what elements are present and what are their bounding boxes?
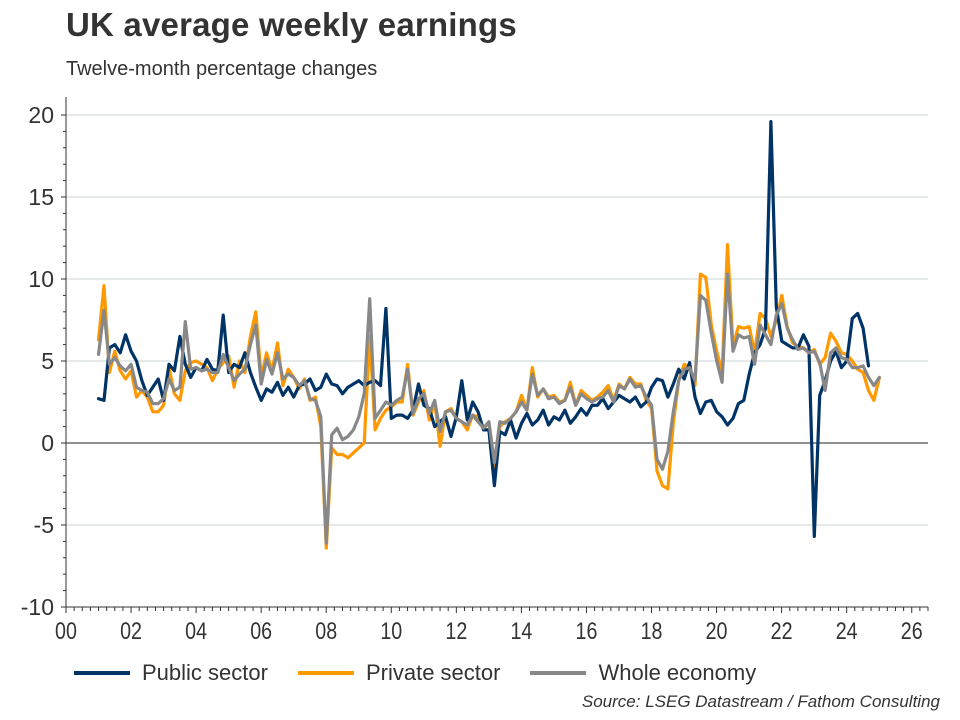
chart-subtitle: Twelve-month percentage changes bbox=[66, 58, 378, 80]
legend-item-public-sector: Public sector bbox=[74, 660, 268, 686]
x-tick-label: 00 bbox=[55, 617, 77, 644]
x-tick-label: 26 bbox=[901, 617, 923, 644]
legend-label-whole-economy: Whole economy bbox=[598, 660, 757, 685]
source-note: Source: LSEG Datastream / Fathom Consult… bbox=[581, 692, 940, 711]
legend-item-whole-economy: Whole economy bbox=[530, 660, 756, 686]
series-line-private-sector bbox=[96, 243, 882, 550]
series-line-public-sector bbox=[96, 119, 871, 539]
series-line-whole-economy bbox=[96, 272, 882, 545]
x-tick-label: 04 bbox=[185, 617, 207, 644]
y-tick-label: 15 bbox=[28, 184, 54, 210]
y-tick-label: 10 bbox=[28, 266, 54, 292]
x-axis: 00 02 04 06 08 10 12 14 16 18 20 22 24 26 bbox=[55, 606, 929, 644]
x-tick-label: 08 bbox=[315, 617, 337, 644]
legend-swatch-whole-economy bbox=[530, 671, 587, 675]
legend-label-private-sector: Private sector bbox=[365, 660, 501, 685]
x-tick-label: 06 bbox=[250, 617, 272, 644]
legend-item-private-sector: Private sector bbox=[297, 660, 501, 686]
legend: Public sector Private sector Whole econo… bbox=[74, 660, 786, 686]
legend-swatch-private-sector bbox=[297, 671, 354, 675]
y-tick-label: 20 bbox=[28, 102, 54, 128]
y-tick-label: -10 bbox=[21, 594, 54, 620]
x-tick-label: 20 bbox=[706, 617, 728, 644]
x-tick-label: 12 bbox=[445, 617, 467, 644]
x-tick-label: 22 bbox=[771, 617, 793, 644]
x-tick-label: 02 bbox=[120, 617, 142, 644]
series-lines bbox=[96, 119, 882, 550]
y-axis: -10 -5 0 5 10 15 20 bbox=[21, 97, 67, 620]
legend-swatch-public-sector bbox=[74, 671, 130, 675]
x-tick-label: 18 bbox=[641, 617, 663, 644]
x-tick-label: 24 bbox=[836, 617, 858, 644]
x-tick-label: 16 bbox=[576, 617, 598, 644]
x-tick-label: 10 bbox=[380, 617, 402, 644]
x-tick-label: 14 bbox=[510, 617, 532, 644]
y-tick-label: -5 bbox=[34, 512, 54, 538]
y-tick-label: 0 bbox=[41, 430, 54, 456]
y-tick-label: 5 bbox=[41, 348, 54, 374]
legend-label-public-sector: Public sector bbox=[142, 660, 268, 685]
chart-title: UK average weekly earnings bbox=[66, 6, 517, 43]
